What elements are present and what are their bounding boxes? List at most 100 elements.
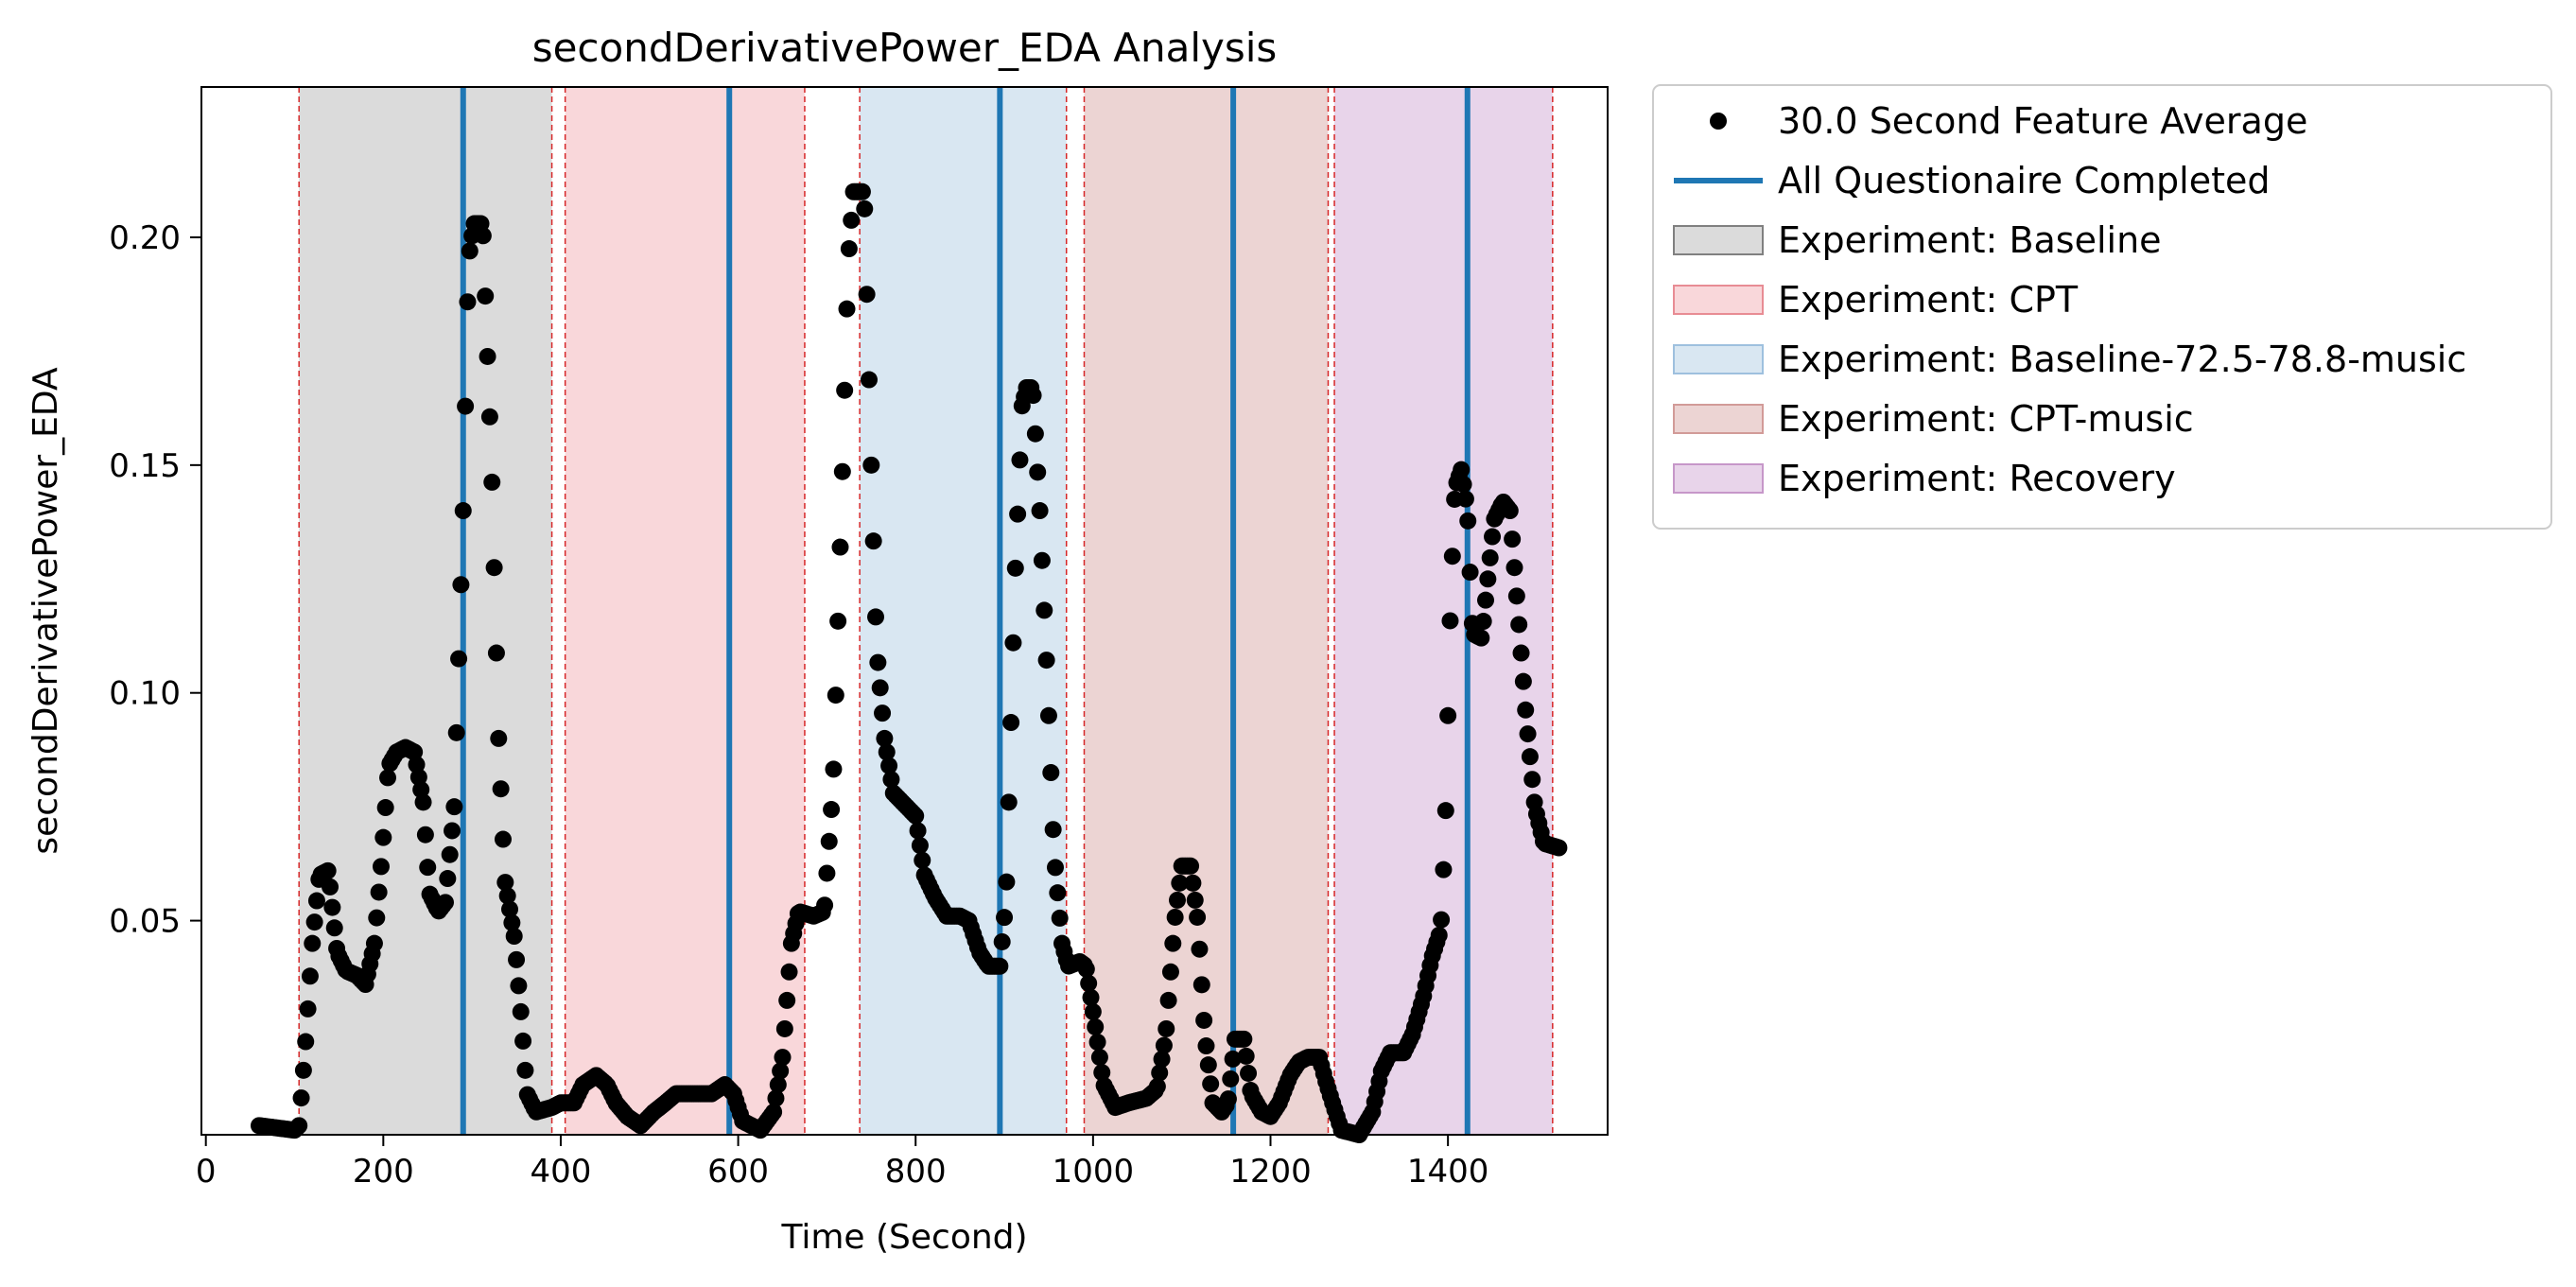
data-point bbox=[1192, 976, 1210, 994]
data-point bbox=[439, 870, 457, 888]
data-point bbox=[376, 799, 394, 817]
region-experiment-cpt-music bbox=[1084, 87, 1329, 1135]
data-point bbox=[843, 211, 861, 229]
data-point bbox=[909, 822, 927, 840]
data-point bbox=[874, 704, 892, 722]
data-point bbox=[1182, 857, 1200, 875]
data-point bbox=[1224, 1050, 1242, 1068]
data-point bbox=[1184, 874, 1202, 892]
data-point bbox=[294, 1061, 312, 1079]
data-point bbox=[1080, 974, 1098, 992]
data-point bbox=[1087, 1017, 1105, 1035]
questionnaire-lines bbox=[460, 87, 1471, 1135]
data-point bbox=[292, 1089, 310, 1107]
x-tick-label: 800 bbox=[885, 1153, 947, 1191]
data-point bbox=[1084, 1002, 1102, 1020]
data-point bbox=[1219, 1090, 1237, 1108]
data-point bbox=[1514, 672, 1532, 690]
y-axis-label: secondDerivativePower_EDA bbox=[26, 367, 65, 855]
data-point bbox=[1002, 714, 1020, 732]
x-tick-label: 1400 bbox=[1407, 1153, 1489, 1191]
data-point bbox=[775, 1019, 793, 1037]
data-point bbox=[370, 883, 388, 901]
y-axis-ticks: 0.05 0.10 0.15 0.20 bbox=[109, 219, 201, 941]
legend-swatch-experiment-baseline bbox=[1673, 225, 1764, 255]
data-point bbox=[1474, 613, 1492, 631]
data-point bbox=[459, 293, 477, 311]
data-point bbox=[374, 828, 392, 846]
data-point bbox=[1454, 476, 1472, 494]
data-point bbox=[510, 977, 528, 995]
x-axis-ticks: 0 200 400 600 800 1000 1200 1400 bbox=[196, 1135, 1489, 1191]
data-point bbox=[494, 830, 512, 848]
data-point bbox=[1484, 528, 1502, 546]
data-point bbox=[1472, 629, 1490, 647]
legend-label-experiment-recovery: Experiment: Recovery bbox=[1778, 458, 2176, 499]
data-point bbox=[514, 1032, 532, 1050]
data-point bbox=[833, 462, 851, 480]
legend-box bbox=[1652, 84, 2552, 530]
data-point bbox=[1195, 1011, 1213, 1029]
data-point bbox=[1441, 612, 1459, 630]
data-point bbox=[1000, 793, 1018, 811]
data-point bbox=[1197, 1037, 1215, 1055]
data-point bbox=[1443, 548, 1461, 565]
data-point bbox=[1461, 564, 1479, 582]
data-point bbox=[319, 861, 337, 879]
x-tick-label: 200 bbox=[353, 1153, 414, 1191]
x-tick-label: 400 bbox=[531, 1153, 592, 1191]
data-point bbox=[825, 760, 843, 778]
data-point bbox=[1157, 1019, 1175, 1037]
data-point bbox=[479, 347, 496, 365]
region-experiment-baseline bbox=[299, 87, 552, 1135]
data-point bbox=[1435, 861, 1453, 878]
data-point bbox=[457, 397, 475, 415]
data-point bbox=[1082, 988, 1100, 1006]
data-point bbox=[445, 798, 463, 816]
data-point bbox=[1049, 884, 1067, 902]
data-point bbox=[867, 608, 885, 626]
data-point bbox=[461, 242, 479, 260]
data-point bbox=[1168, 891, 1186, 909]
data-point bbox=[477, 287, 495, 305]
y-tick-label: 0.15 bbox=[109, 447, 181, 485]
legend-label-questionnaire: All Questionaire Completed bbox=[1778, 160, 2271, 201]
x-axis-label: Time (Second) bbox=[780, 1218, 1027, 1257]
data-point bbox=[1523, 771, 1541, 789]
data-point bbox=[856, 200, 874, 217]
data-point bbox=[452, 576, 470, 594]
data-point bbox=[1506, 559, 1523, 577]
data-point bbox=[1199, 1056, 1217, 1074]
data-point bbox=[444, 822, 461, 840]
data-point bbox=[516, 1061, 534, 1079]
data-point bbox=[767, 1089, 785, 1107]
data-point bbox=[304, 934, 322, 952]
data-point bbox=[1501, 502, 1519, 520]
data-point bbox=[419, 859, 437, 877]
data-point bbox=[1189, 908, 1207, 926]
data-point bbox=[1009, 505, 1027, 523]
data-point bbox=[907, 807, 925, 825]
data-point bbox=[1477, 591, 1495, 609]
data-point bbox=[1151, 1064, 1169, 1082]
data-point bbox=[1433, 911, 1451, 929]
data-point bbox=[765, 1103, 783, 1121]
data-point bbox=[911, 837, 929, 855]
region-experiment-cpt bbox=[565, 87, 805, 1135]
data-point bbox=[831, 538, 849, 556]
data-point bbox=[1202, 1075, 1220, 1093]
data-point bbox=[301, 967, 319, 985]
data-point bbox=[1222, 1070, 1240, 1087]
legend-label-experiment-cpt: Experiment: CPT bbox=[1778, 279, 2079, 321]
data-point bbox=[878, 743, 896, 761]
data-point bbox=[1456, 490, 1474, 508]
data-point bbox=[1550, 839, 1568, 857]
legend: 30.0 Second Feature Average All Questiona… bbox=[1652, 84, 2552, 530]
data-point bbox=[1430, 926, 1448, 944]
data-point bbox=[1033, 551, 1051, 569]
data-point bbox=[307, 892, 325, 910]
data-point bbox=[1153, 1051, 1171, 1069]
data-point bbox=[501, 900, 519, 918]
data-point bbox=[869, 653, 887, 671]
data-point bbox=[1171, 874, 1189, 892]
